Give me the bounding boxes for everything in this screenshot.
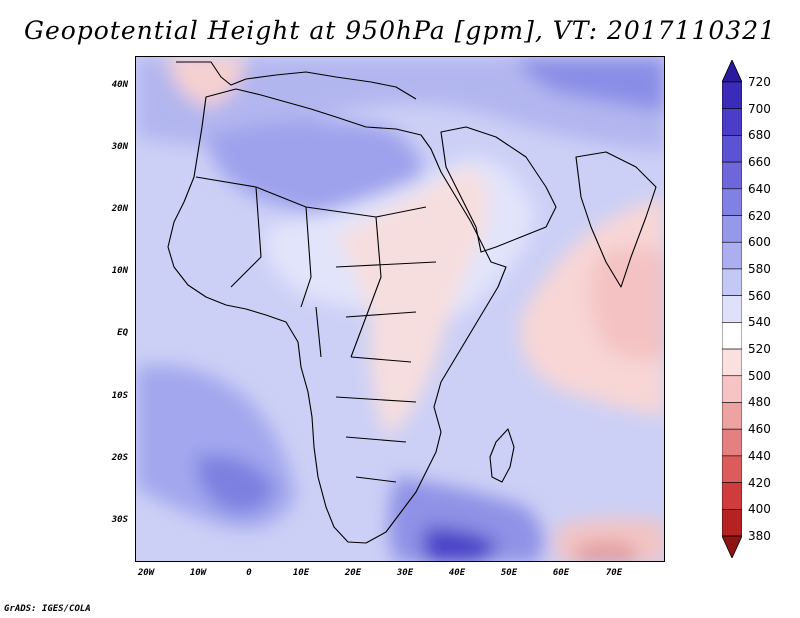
contour-east-africa-low	[336, 167, 489, 437]
contour-north-east-high	[516, 57, 664, 112]
colorbar-label: 720	[748, 75, 771, 89]
contour-sahara-high	[206, 121, 422, 215]
colorbar-label: 620	[748, 208, 771, 223]
colorbar-segment	[722, 161, 742, 190]
colorbar-segment	[722, 188, 742, 216]
colorbar-label: 680	[748, 128, 771, 143]
colorbar-label: 480	[748, 395, 771, 410]
colorbar-label: 660	[748, 155, 771, 170]
contour-south-indian-core	[423, 527, 496, 561]
contour-northwest-low	[166, 57, 246, 107]
colorbar-label: 440	[748, 448, 771, 463]
europe-coastline	[176, 61, 417, 100]
colorbar-segment	[722, 402, 742, 430]
map-panel[interactable]	[135, 56, 665, 562]
colorbar-label: 460	[748, 422, 771, 437]
colorbar-segment	[722, 508, 742, 537]
geopotential-field	[136, 57, 664, 561]
colorbar-label: 560	[748, 288, 771, 303]
border-lines	[195, 176, 437, 483]
madagascar-coastline	[489, 428, 515, 483]
colorbar	[722, 60, 742, 558]
colorbar-bottom-triangle	[722, 535, 742, 558]
lon-tick-20e: 20E	[344, 568, 362, 578]
colorbar-segment	[722, 268, 742, 296]
lat-tick-30n: 30N	[111, 142, 128, 152]
lon-tick-30e: 30E	[396, 568, 414, 578]
colorbar-label: 600	[748, 235, 771, 250]
colorbar-segment	[722, 215, 742, 243]
colorbar-segment	[722, 428, 742, 457]
colorbar-label: 520	[748, 342, 771, 357]
lon-tick-60e: 60E	[552, 568, 570, 578]
lon-tick-40e: 40E	[448, 568, 466, 578]
colorbar-label: 400	[748, 502, 771, 517]
lat-tick-20n: 20N	[111, 204, 128, 214]
lon-tick-10e: 10E	[292, 568, 310, 578]
lon-tick-70e: 70E	[605, 568, 623, 578]
colorbar-label: 500	[748, 368, 771, 383]
colorbar-segment	[722, 81, 742, 110]
lat-tick-10s: 10S	[111, 391, 128, 401]
lat-tick-30s: 30S	[111, 515, 128, 525]
india-coastline	[575, 151, 657, 288]
lat-tick-eq: EQ	[117, 328, 128, 338]
colorbar-label: 380	[748, 529, 771, 543]
lon-tick-20w: 20W	[137, 568, 155, 578]
colorbar-segment	[722, 108, 742, 136]
colorbar-segment	[722, 295, 742, 323]
colorbar-label: 540	[748, 315, 771, 330]
lat-tick-40n: 40N	[111, 80, 128, 90]
colorbar-segment	[722, 135, 742, 163]
colorbar-top-triangle	[722, 60, 742, 83]
lon-tick-0: 0	[246, 568, 252, 578]
africa-coastline	[167, 88, 507, 544]
colorbar-label: 700	[748, 101, 771, 116]
colorbar-segment	[722, 322, 742, 350]
colorbar-label: 640	[748, 181, 771, 196]
lat-tick-20s: 20S	[111, 453, 128, 463]
colorbar-segment	[722, 455, 742, 483]
lon-tick-50e: 50E	[500, 568, 518, 578]
colorbar-label: 580	[748, 261, 771, 276]
colorbar-label: 420	[748, 475, 771, 490]
contour-indian-ocean-core	[590, 247, 664, 361]
arabia-coastline	[440, 126, 557, 253]
colorbar-segment	[722, 241, 742, 270]
colorbar-segment	[722, 482, 742, 510]
contour-southeast-core	[576, 542, 636, 561]
lon-tick-10w: 10W	[189, 568, 207, 578]
grads-credit: GrADS: IGES/COLA	[4, 604, 91, 614]
colorbar-segment	[722, 348, 742, 377]
map-title: Geopotential Height at 950hPa [gpm], VT:…	[23, 16, 777, 45]
colorbar-segment	[722, 375, 742, 403]
coastlines	[167, 61, 657, 544]
contour-south-atlantic-core	[196, 455, 276, 513]
lat-tick-10n: 10N	[111, 266, 128, 276]
